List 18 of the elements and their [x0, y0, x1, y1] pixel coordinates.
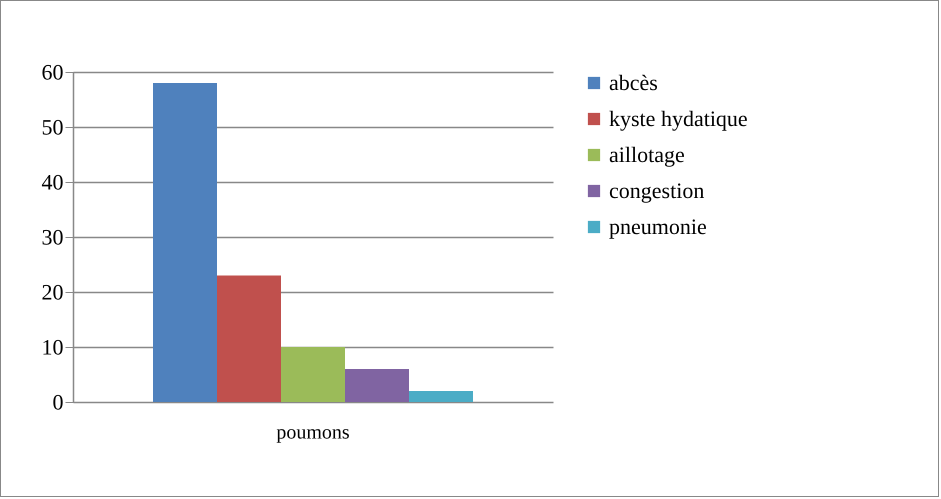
legend-label: abcès: [609, 70, 658, 95]
bar: [281, 347, 345, 402]
legend-label: kyste hydatique: [609, 106, 748, 131]
y-tick-label: 20: [42, 280, 64, 304]
bar: [345, 369, 409, 402]
y-tick-label: 60: [42, 60, 64, 84]
y-tick-label: 10: [42, 334, 64, 360]
bar: [217, 276, 281, 402]
bar: [153, 83, 217, 402]
legend-label: congestion: [609, 178, 704, 203]
legend-label: pneumonie: [609, 214, 707, 239]
y-tick-label: 40: [42, 170, 64, 194]
x-tick-label: poumons: [276, 422, 350, 444]
y-tick-label: 50: [42, 114, 64, 140]
bar: [409, 391, 473, 402]
y-tick-label: 0: [52, 390, 64, 414]
legend-label: aillotage: [609, 142, 685, 167]
y-tick-label: 30: [42, 224, 64, 250]
